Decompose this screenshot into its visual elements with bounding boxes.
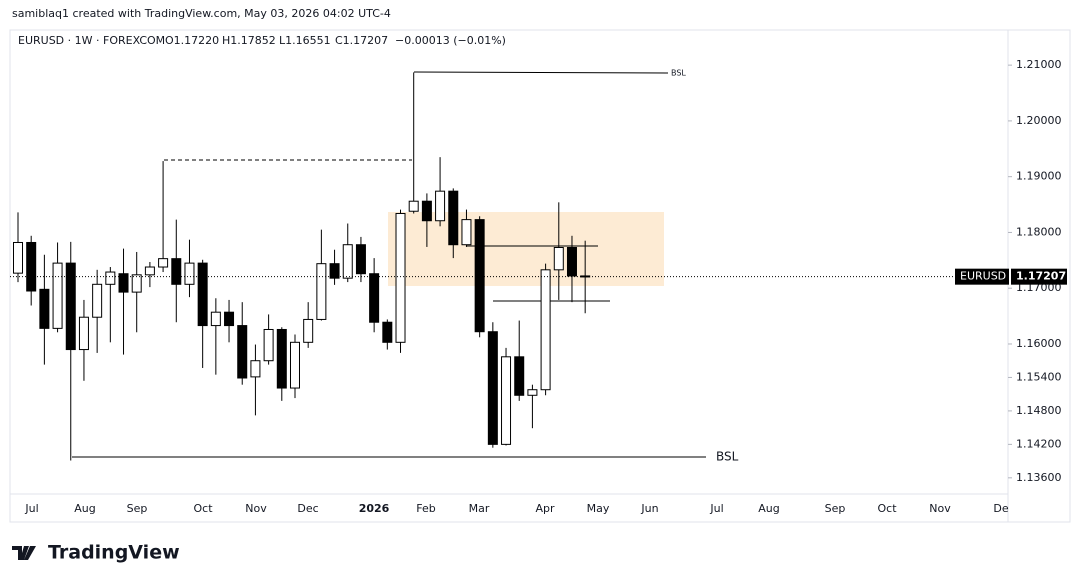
candle-body	[118, 273, 129, 293]
candle-body	[210, 311, 221, 327]
candle-body	[342, 244, 353, 279]
x-tick-label: Jun	[640, 502, 658, 515]
symbol: EURUSD · 1W · FOREXCOM	[18, 34, 165, 47]
x-tick-label: 2026	[359, 502, 390, 515]
x-tick-label: Jul	[709, 502, 723, 515]
y-tick-label: 1.19000	[1016, 170, 1062, 183]
candle-body	[487, 331, 498, 445]
badge-price: 1.17207	[1016, 270, 1066, 283]
candle-body	[303, 318, 314, 343]
candle-body	[540, 269, 551, 391]
candle-body	[52, 262, 63, 329]
candle-body	[514, 356, 525, 396]
candle-body	[197, 262, 208, 327]
change: −0.00013 (−0.01%)	[395, 34, 506, 47]
x-tick-label: Sep	[127, 502, 148, 515]
annotation: BSL	[671, 69, 686, 78]
candle-body	[92, 283, 103, 318]
candle-body	[263, 328, 274, 362]
candle-body	[78, 316, 89, 351]
x-tick-label: Jul	[24, 502, 38, 515]
candle-body	[474, 219, 485, 333]
badge-symbol: EURUSD	[960, 270, 1006, 283]
y-tick-label: 1.16000	[1016, 337, 1062, 350]
candle-body	[316, 263, 327, 320]
chart-title: samiblaq1 created with TradingView.com, …	[12, 7, 391, 20]
x-tick-label: Feb	[416, 502, 435, 515]
candle-body	[329, 263, 340, 279]
badge-symbol-bg	[955, 268, 1009, 285]
candle-body	[65, 262, 76, 351]
logo	[12, 546, 36, 560]
ohlc-open: O1.17220	[165, 34, 219, 47]
bsl-line	[413, 71, 669, 74]
candle-body	[501, 356, 512, 445]
x-tick-label: Aug	[74, 502, 95, 515]
x-tick-label: May	[587, 502, 610, 515]
badge-price-bg	[1011, 268, 1067, 285]
candle-body	[184, 262, 195, 285]
y-tick-label: 1.14200	[1016, 437, 1062, 450]
candle-body	[527, 389, 538, 396]
y-tick-label: 1.21000	[1016, 58, 1062, 71]
candle-body	[39, 288, 50, 329]
brand: TradingView	[48, 542, 180, 564]
frame	[9, 29, 1071, 523]
candle-body	[237, 325, 248, 379]
zone	[388, 212, 664, 286]
candle-body	[395, 212, 406, 343]
x-tick-label: Oct	[193, 502, 213, 515]
candle-body	[553, 247, 564, 271]
candle-body	[26, 241, 37, 292]
x-tick-label: Mar	[469, 502, 490, 515]
x-tick-label: Oct	[877, 502, 897, 515]
candle-body	[448, 190, 459, 246]
candle-body	[369, 273, 380, 323]
candle-body	[566, 247, 577, 277]
x-tick-label: Sep	[825, 502, 846, 515]
candle-body	[144, 266, 155, 276]
candle-body	[408, 200, 419, 212]
candle-body	[580, 275, 591, 278]
y-tick-label: 1.13600	[1016, 471, 1062, 484]
y-tick-label: 1.18000	[1016, 225, 1062, 238]
candle-body	[105, 271, 116, 285]
x-tick-label: De	[993, 502, 1008, 515]
ohlc-low: L1.16551	[279, 34, 331, 47]
x-tick-label: Dec	[297, 502, 318, 515]
candle-body	[421, 200, 432, 222]
candle-body	[382, 321, 393, 343]
candle-body	[158, 258, 169, 268]
candle-body	[435, 190, 446, 222]
ohlc-high: H1.17852	[222, 34, 276, 47]
candle-body	[276, 328, 287, 389]
x-tick-label: Nov	[245, 502, 267, 515]
candle-body	[289, 341, 300, 389]
candle-body	[250, 360, 261, 378]
x-tick-label: Apr	[535, 502, 555, 515]
candle-body	[131, 274, 142, 293]
candle-body	[13, 241, 23, 274]
candle-body	[461, 219, 472, 246]
candle-body	[171, 258, 182, 285]
y-tick-label: 1.15400	[1016, 370, 1062, 383]
x-tick-label: Aug	[758, 502, 779, 515]
x-tick-label: Nov	[929, 502, 951, 515]
annotation: BSL	[716, 450, 739, 464]
y-tick-label: 1.14800	[1016, 404, 1062, 417]
y-tick-label: 1.20000	[1016, 114, 1062, 127]
ohlc-close: C1.17207	[335, 34, 388, 47]
candle-body	[224, 311, 235, 327]
candle-body	[355, 244, 366, 275]
